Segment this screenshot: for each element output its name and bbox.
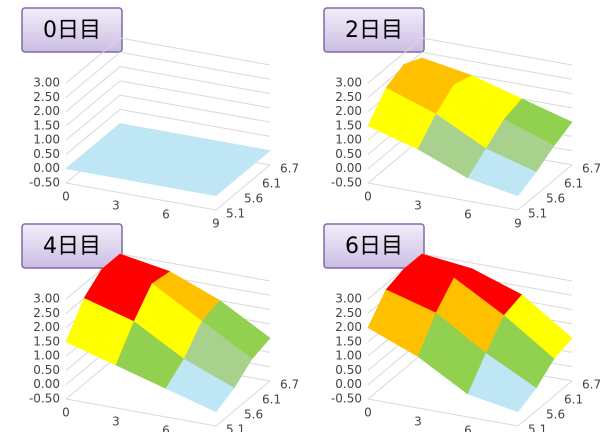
depth-tick-label: 5.6 <box>244 408 263 422</box>
chart-title: 0日目 <box>43 18 101 43</box>
grid-line <box>367 37 573 84</box>
z-tick-label: 1.00 <box>33 349 60 363</box>
title-box <box>323 223 425 269</box>
z-tick-label: 1.00 <box>33 133 60 147</box>
floor-edge <box>367 164 573 211</box>
depth-tick-label: 6.7 <box>582 378 601 392</box>
floor-edge <box>65 164 271 211</box>
x-tick-label: 0 <box>364 406 372 420</box>
depth-tick-label: 5.6 <box>546 192 565 206</box>
z-tick-label: 3.00 <box>335 292 362 306</box>
depth-tick-label: 6.1 <box>262 393 281 407</box>
depth-tick-label: 6.7 <box>280 162 299 176</box>
z-tick-label: 2.50 <box>33 90 60 104</box>
z-tick-label: 1.50 <box>33 334 60 348</box>
depth-tick-label: 5.1 <box>528 423 547 432</box>
surface-cell <box>165 171 235 197</box>
z-tick-label: 3.00 <box>335 76 362 90</box>
depth-tick-label: 5.1 <box>528 207 547 221</box>
grid-line <box>65 94 271 141</box>
surface-cell <box>467 352 537 413</box>
z-tick-label: 0.00 <box>335 161 362 175</box>
surface-cell <box>467 148 537 197</box>
depth-tick-label: 6.7 <box>280 378 299 392</box>
x-tick-label: 6 <box>464 424 472 432</box>
z-tick-label: 0.00 <box>335 377 362 391</box>
z-tick-label: 1.50 <box>33 118 60 132</box>
x-tick-label: 6 <box>162 208 170 222</box>
x-tick-label: 0 <box>364 190 372 204</box>
chart-panel: 4日目-0.500.000.501.001.502.002.503.000369… <box>21 223 299 432</box>
x-tick-label: 0 <box>62 190 70 204</box>
depth-tick-label: 5.6 <box>546 408 565 422</box>
title-box <box>21 223 123 269</box>
x-tick-label: 6 <box>464 208 472 222</box>
grid-line <box>65 37 271 84</box>
depth-tick-label: 6.1 <box>262 177 281 191</box>
z-tick-label: 2.50 <box>335 306 362 320</box>
x-tick-label: 3 <box>414 415 422 429</box>
z-tick-label: 0.00 <box>33 377 60 391</box>
title-box <box>323 7 425 53</box>
z-tick-label: 0.00 <box>33 161 60 175</box>
title-box <box>21 7 123 53</box>
chart-title: 4日目 <box>43 234 101 259</box>
x-tick-label: 0 <box>62 406 70 420</box>
z-tick-label: 0.50 <box>335 147 362 161</box>
grid-line <box>367 51 573 98</box>
grid-line <box>65 108 271 155</box>
grid-line <box>65 66 271 112</box>
depth-tick-label: 5.6 <box>244 192 263 206</box>
z-tick-label: 0.50 <box>33 147 60 161</box>
z-tick-label: -0.50 <box>29 176 60 190</box>
x-tick-label: 3 <box>112 415 120 429</box>
floor-edge <box>65 380 271 427</box>
depth-tick-label: 6.1 <box>564 393 583 407</box>
grid-line <box>65 80 271 127</box>
z-tick-label: 3.00 <box>33 292 60 306</box>
depth-tick-label: 5.1 <box>226 423 245 432</box>
z-tick-label: 1.50 <box>335 118 362 132</box>
z-tick-label: 0.50 <box>335 363 362 377</box>
x-tick-label: 9 <box>212 217 220 231</box>
depth-tick-label: 6.1 <box>564 177 583 191</box>
surface-cell <box>165 358 235 413</box>
z-tick-label: 2.50 <box>335 90 362 104</box>
chart-panel: 6日目-0.500.000.501.001.502.002.503.000369… <box>323 223 601 432</box>
floor-edge <box>367 380 573 427</box>
z-tick-label: -0.50 <box>331 176 362 190</box>
z-tick-label: -0.50 <box>331 392 362 406</box>
chart-title: 6日目 <box>345 234 403 259</box>
x-tick-label: 3 <box>414 199 422 213</box>
z-tick-label: 2.00 <box>33 320 60 334</box>
z-tick-label: 2.00 <box>335 104 362 118</box>
grid-line <box>65 51 271 98</box>
chart-panel: 2日目 -0.500.000.501.001.502.002.503.00 0 3 6 9… <box>323 7 601 231</box>
z-tick-label: 1.00 <box>335 133 362 147</box>
z-tick-label: 1.50 <box>335 334 362 348</box>
x-tick-label: 6 <box>162 424 170 432</box>
z-tick-label: 1.00 <box>335 349 362 363</box>
z-tick-label: 2.00 <box>33 104 60 118</box>
z-tick-label: -0.50 <box>29 392 60 406</box>
chart-panel: 0日目 -0.500.000.501.001.502.002.503.00 0 3 6 9… <box>21 7 299 231</box>
x-tick-label: 9 <box>514 217 522 231</box>
depth-tick-label: 6.7 <box>582 162 601 176</box>
z-tick-label: 2.00 <box>335 320 362 334</box>
chart-title: 2日目 <box>345 18 403 43</box>
z-tick-label: 0.50 <box>33 363 60 377</box>
z-tick-label: 3.00 <box>33 76 60 90</box>
z-tick-label: 2.50 <box>33 306 60 320</box>
x-tick-label: 3 <box>112 199 120 213</box>
depth-tick-label: 5.1 <box>226 207 245 221</box>
